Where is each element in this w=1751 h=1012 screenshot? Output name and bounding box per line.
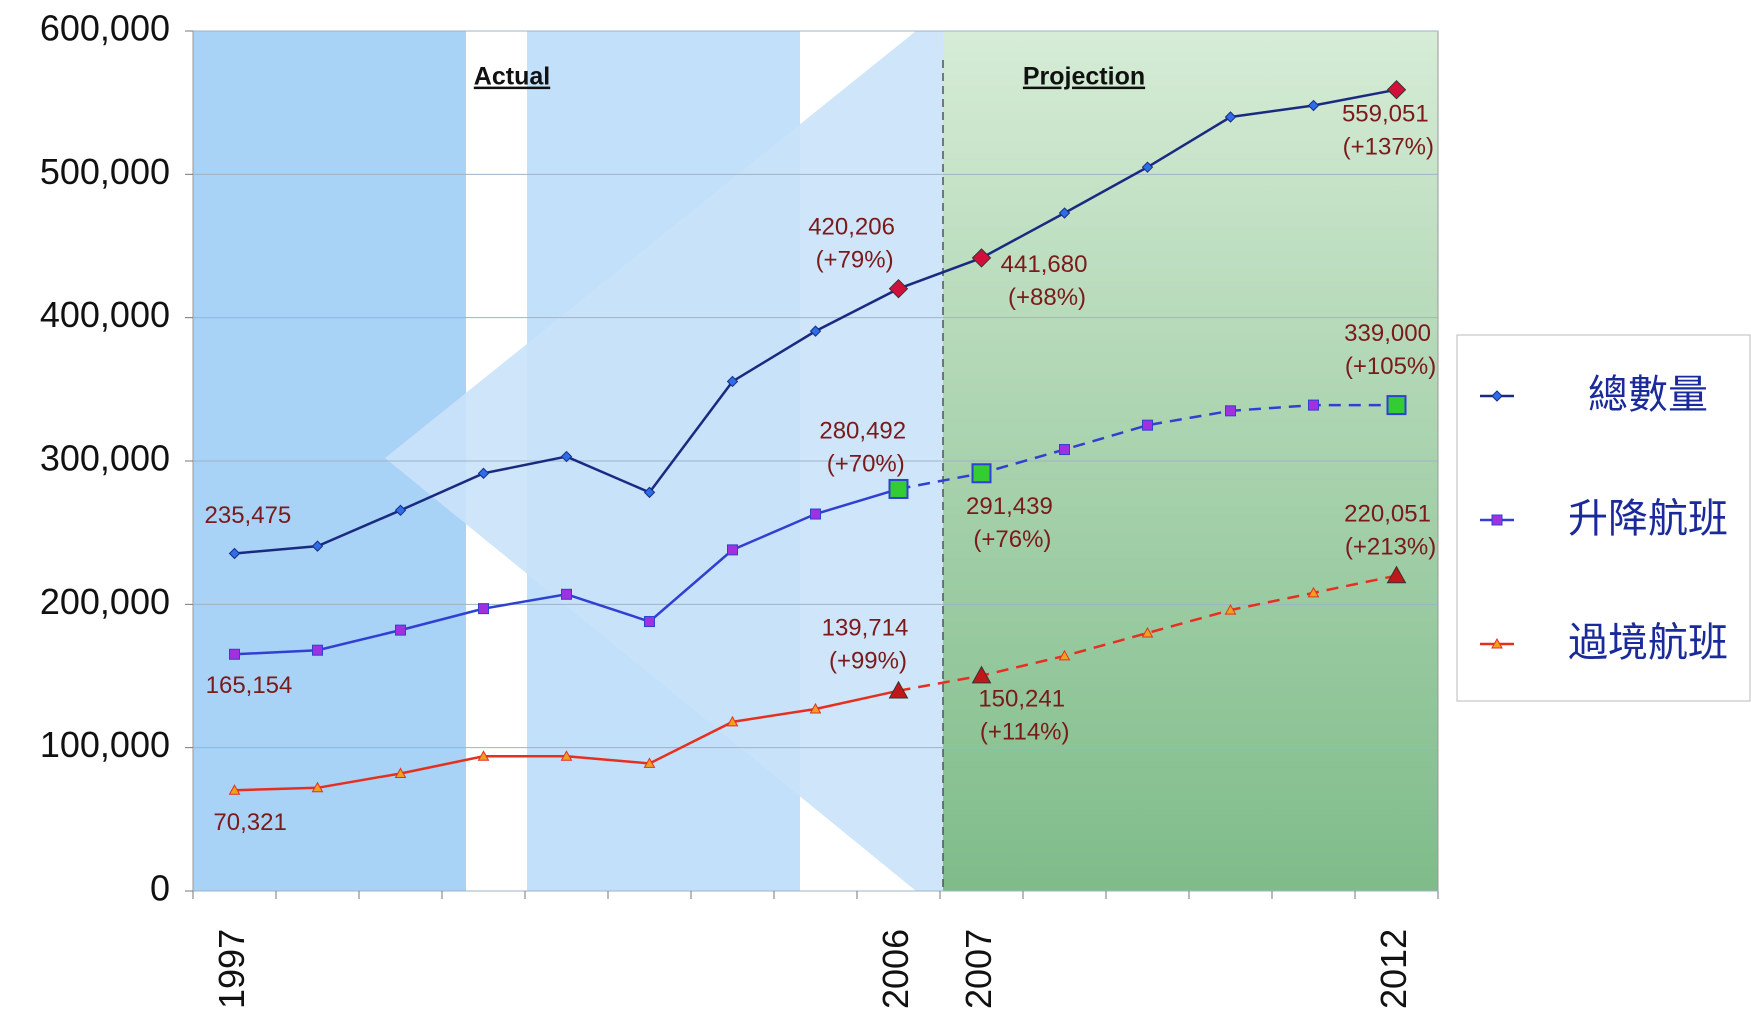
data-label: (+114%) xyxy=(980,719,1070,746)
data-label: 165,154 xyxy=(206,672,293,699)
marker xyxy=(1307,99,1320,112)
marker xyxy=(560,750,573,761)
marker xyxy=(726,715,739,727)
data-label: (+99%) xyxy=(829,648,907,675)
data-label: (+105%) xyxy=(1345,353,1436,380)
x-tick-label: 2006 xyxy=(875,929,916,1009)
data-label: 150,241 xyxy=(978,686,1065,713)
marker xyxy=(888,680,909,699)
y-tick-label: 0 xyxy=(150,868,170,909)
data-label: 339,000 xyxy=(1344,320,1431,347)
data-label: 291,439 xyxy=(966,493,1053,520)
marker xyxy=(1224,111,1237,123)
data-label: 420,206 xyxy=(808,214,895,241)
marker xyxy=(394,767,407,778)
data-label: (+88%) xyxy=(1008,284,1086,311)
y-tick-label: 200,000 xyxy=(40,581,170,622)
marker xyxy=(727,544,738,556)
marker xyxy=(1224,604,1237,615)
data-label: (+70%) xyxy=(827,450,905,477)
marker xyxy=(477,750,490,761)
marker xyxy=(809,702,822,714)
marker xyxy=(1225,405,1236,417)
marker xyxy=(809,325,822,337)
marker xyxy=(888,478,909,499)
marker xyxy=(395,624,406,636)
legend-marker xyxy=(1491,514,1503,526)
y-tick-label: 400,000 xyxy=(40,294,170,335)
legend-marker xyxy=(1491,390,1503,402)
marker xyxy=(561,588,572,600)
y-tick-label: 100,000 xyxy=(40,724,170,765)
legend-marker xyxy=(1491,637,1503,649)
data-label: 139,714 xyxy=(822,615,909,642)
marker xyxy=(644,616,655,628)
data-label: (+137%) xyxy=(1343,134,1434,161)
marker xyxy=(1307,586,1320,598)
data-label: (+79%) xyxy=(816,247,894,274)
marker xyxy=(726,375,739,388)
marker xyxy=(228,784,241,795)
marker xyxy=(312,644,323,656)
region-label: Actual xyxy=(474,63,550,91)
data-label: 559,051 xyxy=(1342,101,1429,128)
y-tick-label: 500,000 xyxy=(40,151,170,192)
x-tick-label: 2012 xyxy=(1373,929,1414,1009)
marker xyxy=(643,486,656,499)
marker xyxy=(1386,79,1407,100)
marker xyxy=(478,603,489,615)
marker xyxy=(1058,207,1071,219)
marker xyxy=(229,648,240,660)
x-tick-label: 1997 xyxy=(211,929,252,1009)
marker xyxy=(1386,395,1407,416)
legend-label: 總數量 xyxy=(1588,372,1708,418)
data-label: 70,321 xyxy=(213,809,286,836)
marker xyxy=(560,450,573,463)
data-label: 280,492 xyxy=(819,417,906,444)
data-label: 235,475 xyxy=(205,502,292,529)
marker xyxy=(311,781,324,793)
marker xyxy=(971,463,992,484)
data-label: (+213%) xyxy=(1345,534,1436,561)
marker xyxy=(477,467,490,480)
marker xyxy=(1141,161,1154,173)
data-label: 220,051 xyxy=(1344,501,1431,528)
marker xyxy=(228,547,241,560)
marker xyxy=(971,248,992,268)
marker xyxy=(888,278,909,299)
x-tick-label: 2007 xyxy=(958,929,999,1009)
marker xyxy=(1059,444,1070,456)
marker xyxy=(1142,419,1153,431)
legend-label: 升降航班 xyxy=(1568,496,1728,542)
marker xyxy=(394,504,407,517)
data-label: (+76%) xyxy=(973,526,1051,553)
region-label: Projection xyxy=(1023,63,1145,91)
marker xyxy=(1308,399,1319,411)
y-tick-label: 300,000 xyxy=(40,438,170,479)
marker xyxy=(810,508,821,520)
marker xyxy=(1058,649,1071,661)
marker xyxy=(311,540,324,552)
legend-label: 過境航班 xyxy=(1568,620,1728,666)
marker xyxy=(971,665,992,684)
marker xyxy=(1141,626,1154,638)
data-label: 441,680 xyxy=(1001,251,1088,278)
y-tick-label: 600,000 xyxy=(40,8,170,49)
marker xyxy=(1386,565,1407,584)
marker xyxy=(643,757,656,768)
